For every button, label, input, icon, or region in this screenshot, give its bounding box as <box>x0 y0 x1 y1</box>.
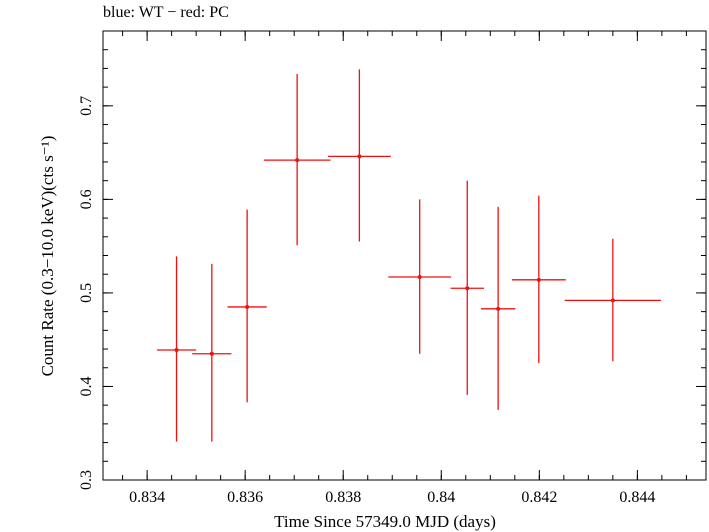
y-tick-label: 0.7 <box>78 96 95 116</box>
data-point <box>156 256 197 442</box>
chart-title: blue: WT − red: PC <box>103 4 229 21</box>
point-marker <box>465 286 470 291</box>
point-marker <box>536 277 541 282</box>
data-point <box>227 209 267 403</box>
y-axis-label: Count Rate (0.3−10.0 keV)(cts s⁻¹) <box>38 136 57 377</box>
data-point <box>263 74 331 246</box>
point-marker <box>357 154 362 159</box>
data-point <box>564 238 661 362</box>
y-tick-label: 0.3 <box>78 470 95 490</box>
point-marker <box>174 347 179 352</box>
x-tick-label: 0.84 <box>427 489 455 506</box>
data-point <box>450 180 484 395</box>
data-point <box>328 69 391 242</box>
point-marker <box>610 298 615 303</box>
x-axis-label: Time Since 57349.0 MJD (days) <box>274 512 496 531</box>
point-marker <box>245 304 250 309</box>
point-marker <box>295 158 300 163</box>
x-tick-label: 0.842 <box>521 489 557 506</box>
data-point <box>388 199 452 354</box>
data-point <box>511 195 566 364</box>
point-marker <box>496 306 501 311</box>
plot-frame <box>102 30 707 481</box>
x-tick-label: 0.834 <box>129 489 165 506</box>
axis-ticks <box>103 30 706 481</box>
x-tick-label: 0.844 <box>619 489 655 506</box>
y-tick-label: 0.5 <box>78 283 95 303</box>
data-point <box>192 263 232 442</box>
point-marker <box>417 275 422 280</box>
point-marker <box>209 351 214 356</box>
x-tick-label: 0.836 <box>227 489 263 506</box>
data-points <box>156 69 661 442</box>
y-tick-label: 0.4 <box>78 376 95 396</box>
x-tick-label: 0.838 <box>325 489 361 506</box>
data-point <box>480 206 516 410</box>
y-tick-label: 0.6 <box>78 189 95 209</box>
axis-tick-labels: 0.834 0.836 0.838 0.84 0.842 0.844 0.3 0.4 0.5 0.… <box>78 96 655 506</box>
